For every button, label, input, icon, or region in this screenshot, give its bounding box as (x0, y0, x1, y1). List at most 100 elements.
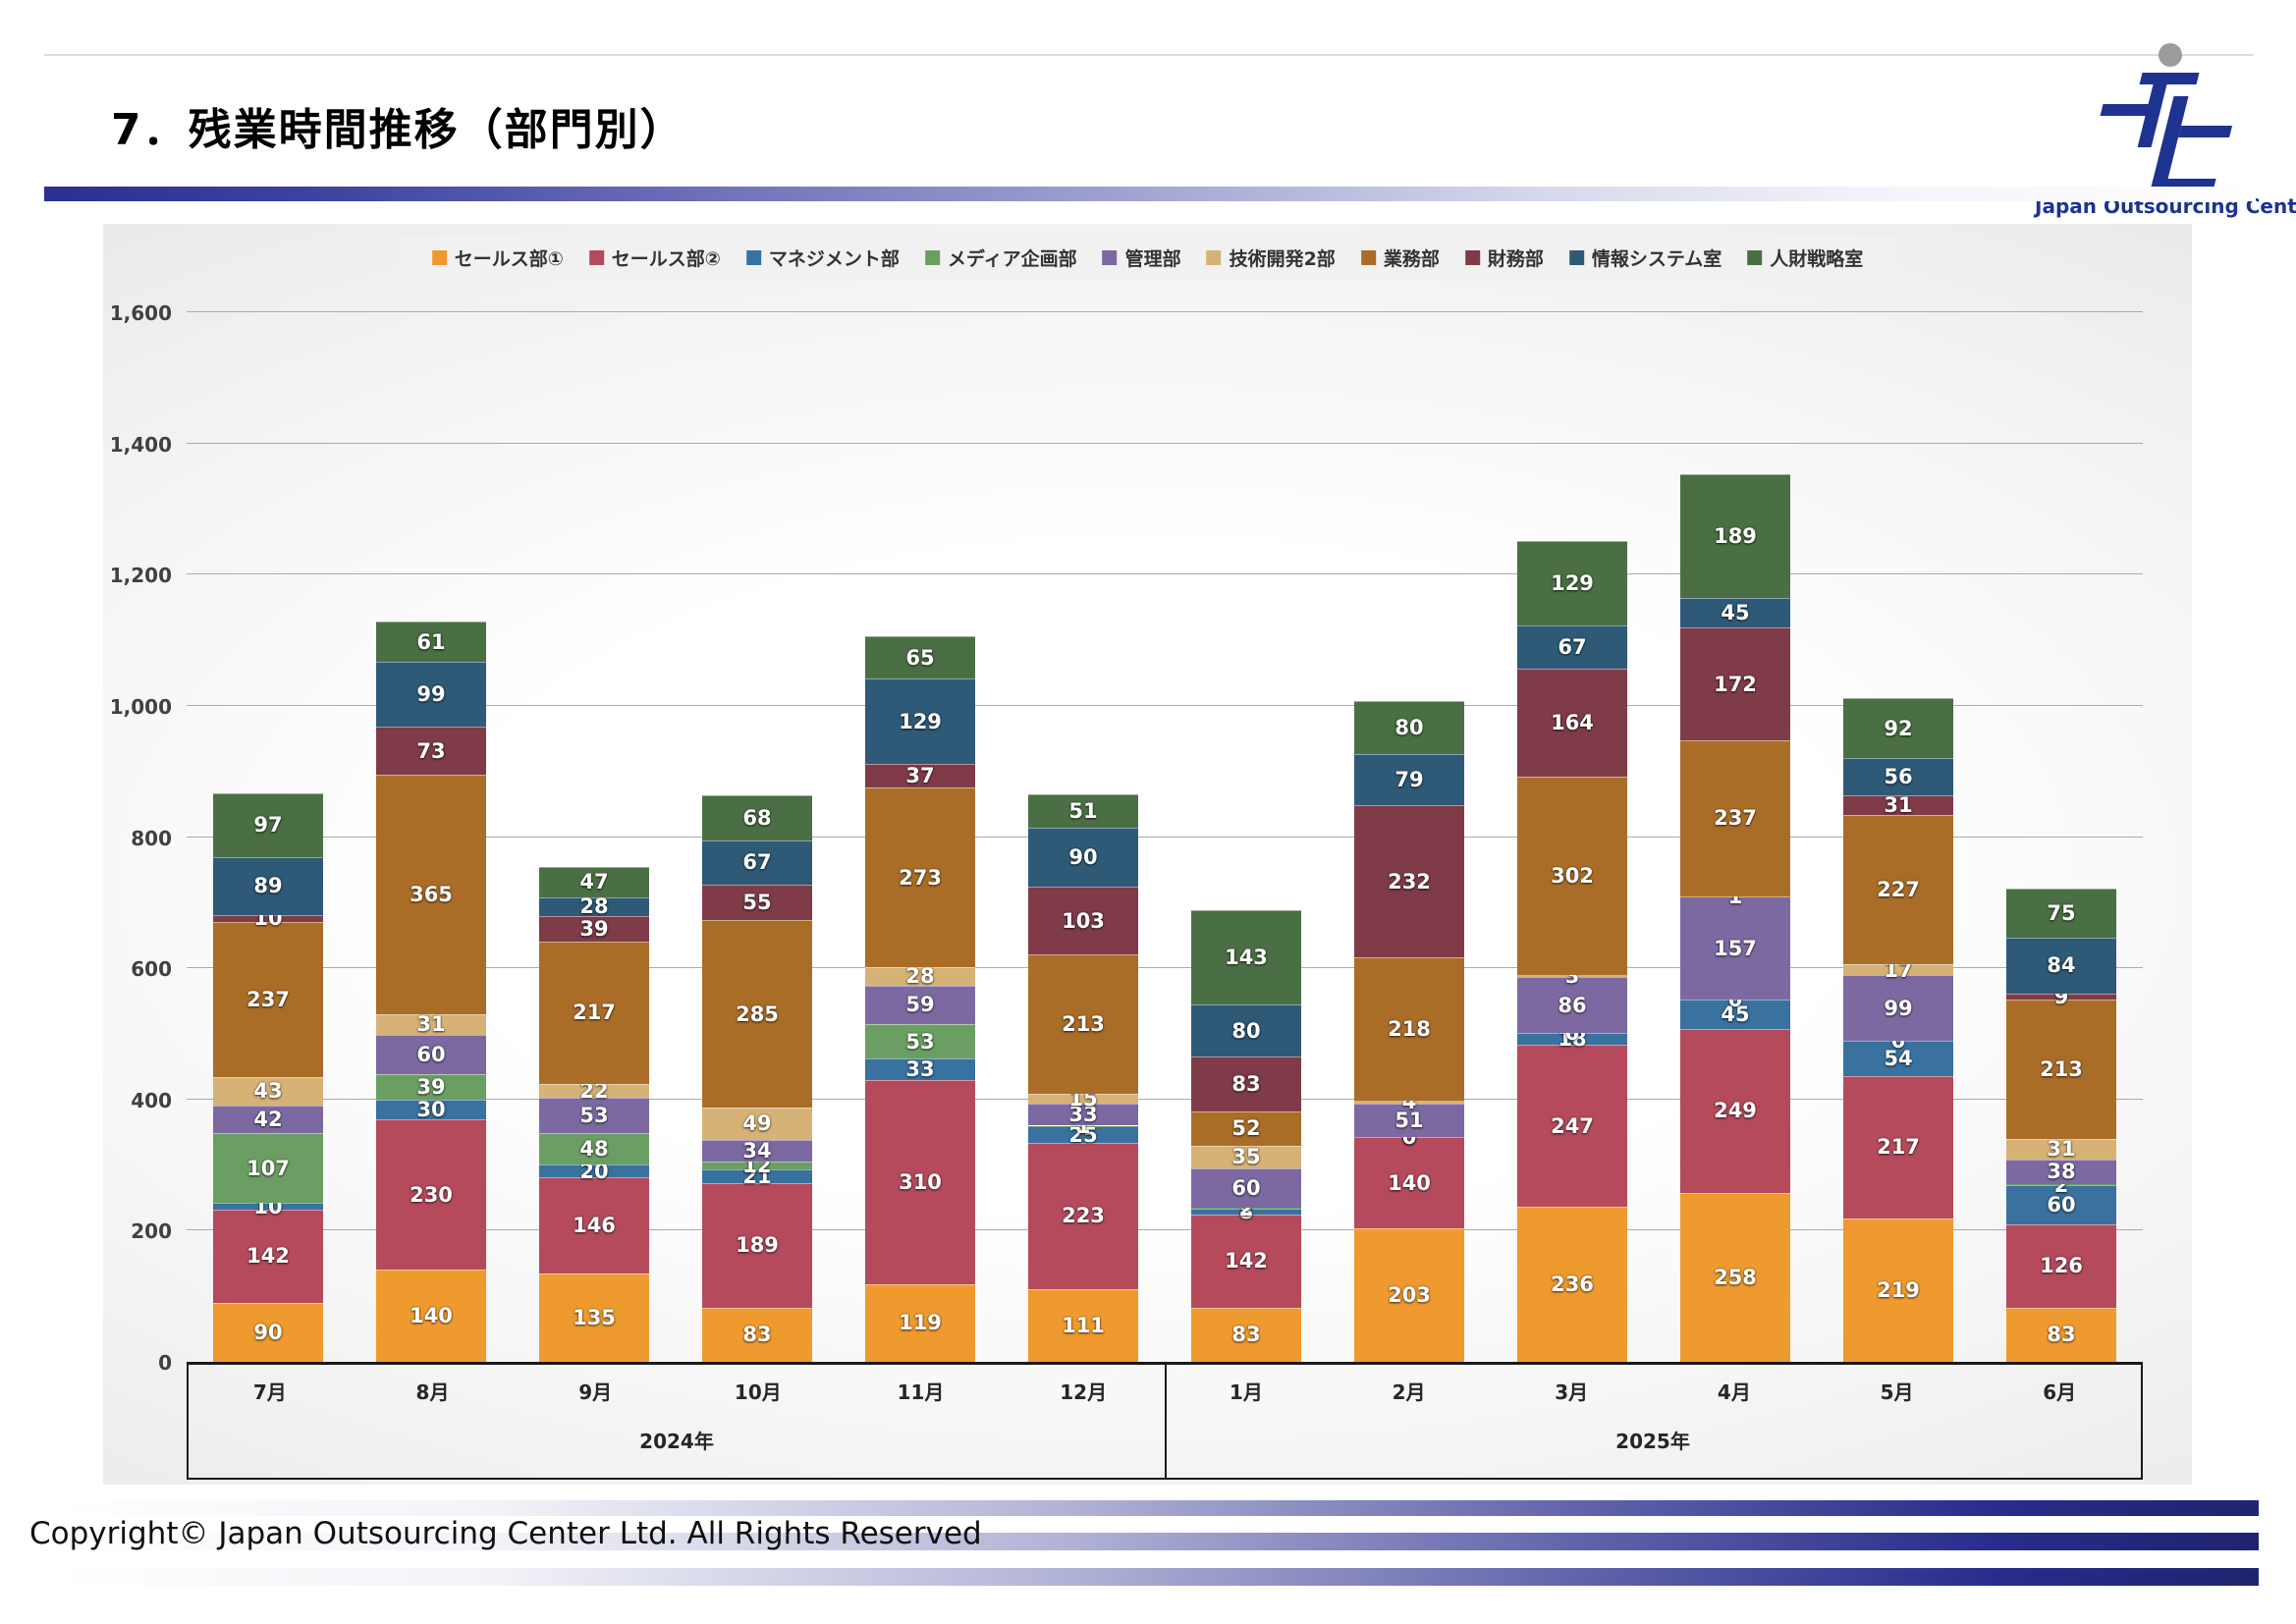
logo-mark-icon (2100, 43, 2233, 190)
bar-segment: 203 (1354, 1228, 1464, 1362)
legend-item: 業務部 (1360, 244, 1440, 271)
segment-label: 213 (2040, 1056, 2083, 1081)
bar-segment: 230 (376, 1118, 486, 1271)
segment-label: 143 (1225, 946, 1268, 970)
bar-column-1月: 83 142 8 2 60 35 52 83 80 143 (1191, 910, 1301, 1362)
bar-segment: 236 (1517, 1207, 1627, 1362)
bar-segment: 9 (2006, 985, 2116, 1008)
segment-label: 223 (1062, 1204, 1105, 1228)
legend-label: 管理部 (1124, 248, 1181, 270)
legend-label: 技術開発2部 (1229, 248, 1336, 270)
bar-segment: 83 (702, 1307, 812, 1362)
segment-label: 83 (2047, 1323, 2076, 1347)
bar-segment: 172 (1680, 627, 1790, 741)
segment-label: 68 (742, 806, 772, 831)
bar-segment: 86 (1517, 976, 1627, 1034)
segment-label: 47 (579, 870, 609, 894)
bar-segment: 142 (213, 1210, 323, 1303)
legend-swatch (1206, 250, 1222, 265)
bar-slot: 140 230 30 39 60 31 365 73 99 61 (350, 312, 513, 1362)
bar-segment: 31 (2006, 1137, 2116, 1162)
month-label: 8月 (415, 1380, 450, 1404)
bar-segment: 83 (1191, 1307, 1301, 1362)
segment-label: 80 (1394, 715, 1424, 739)
segment-label: 217 (1877, 1135, 1920, 1160)
segment-label: 60 (416, 1042, 446, 1066)
segment-label: 37 (905, 764, 935, 788)
bar-segment: 126 (2006, 1224, 2116, 1308)
bar-column-10月: 83 189 21 12 34 49 285 55 67 68 (702, 795, 812, 1362)
segment-label: 107 (246, 1156, 290, 1180)
bar-segment: 213 (1028, 954, 1138, 1095)
bar-column-3月: 236 247 18 0 86 3 302 164 67 129 (1517, 540, 1627, 1362)
bar-segment: 51 (1028, 794, 1138, 829)
legend-item: セールス部② (588, 244, 721, 271)
legend-label: 財務部 (1487, 248, 1544, 270)
segment-label: 54 (1884, 1046, 1913, 1070)
bar-slot: 203 140 0 0 51 4 218 232 79 80 (1328, 312, 1491, 1362)
segment-label: 111 (1062, 1313, 1105, 1337)
bar-segment: 39 (376, 1073, 486, 1100)
bar-segment: 52 (1191, 1110, 1301, 1146)
segment-label: 126 (2040, 1254, 2083, 1278)
bar-segment: 67 (702, 839, 812, 885)
bar-segment: 2 (2006, 1173, 2116, 1197)
bar-segment: 237 (213, 921, 323, 1078)
segment-label: 219 (1877, 1277, 1920, 1302)
legend-label: マネジメント部 (768, 248, 900, 270)
segment-label: 33 (905, 1057, 935, 1082)
bar-segment: 157 (1680, 896, 1790, 1001)
segment-label: 99 (1884, 996, 1913, 1020)
segment-label: 38 (2047, 1160, 2076, 1184)
bar-segment: 55 (702, 884, 812, 921)
segment-label: 237 (246, 987, 290, 1011)
bar-segment: 189 (1680, 474, 1790, 599)
bar-segment: 232 (1354, 805, 1464, 958)
segment-label: 39 (416, 1074, 446, 1099)
bar-segment: 2 (1191, 1197, 1301, 1220)
legend-label: 業務部 (1383, 248, 1440, 270)
segment-label: 30 (416, 1097, 446, 1121)
segment-label: 99 (416, 682, 446, 707)
legend-label: 情報システム室 (1591, 248, 1722, 270)
legend-label: 人財戦略室 (1770, 248, 1864, 270)
bar-segment: 31 (376, 1012, 486, 1036)
bar-segment: 1 (1680, 885, 1790, 908)
segment-label: 285 (736, 1001, 779, 1026)
bar-segment: 43 (213, 1077, 323, 1106)
segment-label: 203 (1388, 1283, 1431, 1308)
bar-column-4月: 258 249 45 0 157 1 237 172 45 189 (1680, 474, 1790, 1362)
header-rule (44, 54, 2254, 56)
segment-label: 49 (742, 1111, 772, 1136)
bar-segment: 273 (865, 787, 975, 967)
bar-segment: 83 (2006, 1307, 2116, 1362)
bar-segment: 107 (213, 1132, 323, 1204)
gridline (187, 311, 2143, 312)
segment-label: 67 (742, 850, 772, 875)
segment-label: 302 (1551, 863, 1594, 888)
legend-label: セールス部① (454, 248, 564, 270)
segment-label: 230 (410, 1182, 453, 1207)
bar-segment: 47 (539, 866, 649, 897)
segment-label: 273 (899, 865, 942, 890)
y-axis-label: 1,000 (109, 694, 172, 719)
segment-label: 135 (573, 1305, 616, 1329)
segment-label: 227 (1877, 878, 1920, 902)
segment-label: 90 (1068, 845, 1098, 870)
segment-label: 42 (253, 1107, 283, 1131)
bar-segment: 99 (376, 662, 486, 728)
bar-segment: 310 (865, 1080, 975, 1284)
bar-segment: 38 (2006, 1159, 2116, 1184)
y-axis-label: 1,600 (109, 301, 172, 325)
legend-item: メディア企画部 (924, 244, 1077, 271)
segment-label: 33 (1068, 1103, 1098, 1127)
segment-label: 140 (1388, 1170, 1431, 1195)
bar-segment: 60 (1191, 1167, 1301, 1208)
y-axis-label: 1,400 (109, 432, 172, 457)
bar-slot: 90 142 10 107 42 43 237 10 89 97 (187, 312, 350, 1362)
bar-segment: 75 (2006, 889, 2116, 939)
gridline (187, 704, 2143, 706)
segment-label: 129 (899, 709, 942, 733)
legend-swatch (745, 250, 761, 265)
segment-label: 31 (2047, 1137, 2076, 1162)
